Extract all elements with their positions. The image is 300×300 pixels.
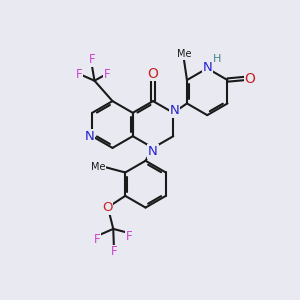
Text: H: H [213, 54, 221, 64]
Text: F: F [94, 232, 100, 246]
Text: F: F [126, 230, 133, 243]
Text: F: F [76, 68, 82, 81]
Text: O: O [244, 71, 255, 85]
Text: Me: Me [91, 162, 106, 172]
Text: N: N [202, 61, 212, 74]
Text: F: F [89, 53, 95, 66]
Text: Me: Me [177, 49, 191, 59]
Text: O: O [102, 201, 112, 214]
Text: O: O [148, 67, 158, 80]
Text: N: N [148, 145, 158, 158]
Text: N: N [170, 104, 180, 117]
Text: N: N [85, 130, 95, 143]
Text: F: F [104, 68, 110, 81]
Text: F: F [111, 245, 117, 258]
